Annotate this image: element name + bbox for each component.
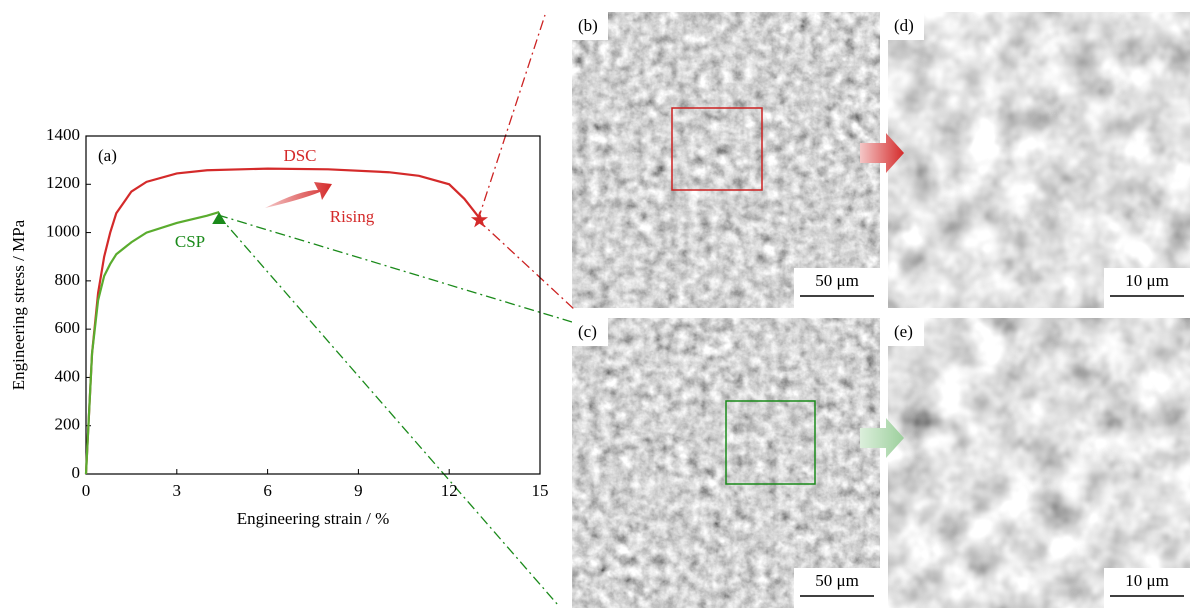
- y-tick-label: 0: [72, 463, 81, 482]
- scale-bar-label: 10 μm: [1125, 271, 1169, 290]
- y-tick-label: 1400: [46, 125, 80, 144]
- y-tick-label: 1200: [46, 173, 80, 192]
- connector: [218, 215, 558, 605]
- connector: [478, 15, 545, 220]
- figure: (b) 50 μm (d) 10 μm (c) 50 μm (e) 10 μm Enginee…: [0, 0, 1193, 612]
- sem-image: [888, 318, 1190, 608]
- x-axis-label: Engineering strain / %: [237, 509, 390, 528]
- sem-image: [572, 12, 880, 308]
- sem-images: [572, 12, 1190, 608]
- y-tick-label: 200: [55, 415, 81, 434]
- panel-label: (c): [578, 322, 597, 341]
- connector: [218, 215, 572, 322]
- scale-bar-label: 50 μm: [815, 571, 859, 590]
- y-tick-label: 800: [55, 270, 81, 289]
- annotation: Rising: [330, 207, 375, 226]
- series-label: DSC: [283, 146, 316, 165]
- x-tick-label: 12: [441, 481, 458, 500]
- scale-bar-label: 10 μm: [1125, 571, 1169, 590]
- chart: Engineering strain / % Engineering stres…: [9, 125, 549, 528]
- sem-image: [888, 12, 1190, 308]
- line: [86, 169, 479, 474]
- plot-frame: [86, 136, 540, 474]
- y-tick-label: 400: [55, 366, 81, 385]
- x-tick-label: 15: [532, 481, 549, 500]
- x-tick-label: 0: [82, 481, 91, 500]
- panel-label: (a): [98, 146, 117, 165]
- x-tick-label: 9: [354, 481, 363, 500]
- y-tick-label: 600: [55, 318, 81, 337]
- series-label: CSP: [175, 232, 205, 251]
- connector: [478, 220, 575, 310]
- x-tick-label: 3: [173, 481, 182, 500]
- y-axis-label: Engineering stress / MPa: [9, 219, 28, 390]
- x-tick-label: 6: [263, 481, 272, 500]
- panel-label: (b): [578, 16, 598, 35]
- y-tick-label: 1000: [46, 221, 80, 240]
- rising-arrow: [265, 182, 332, 208]
- panel-label: (d): [894, 16, 914, 35]
- scale-bar-label: 50 μm: [815, 271, 859, 290]
- end-marker: [471, 211, 488, 227]
- panel-label: (e): [894, 322, 913, 341]
